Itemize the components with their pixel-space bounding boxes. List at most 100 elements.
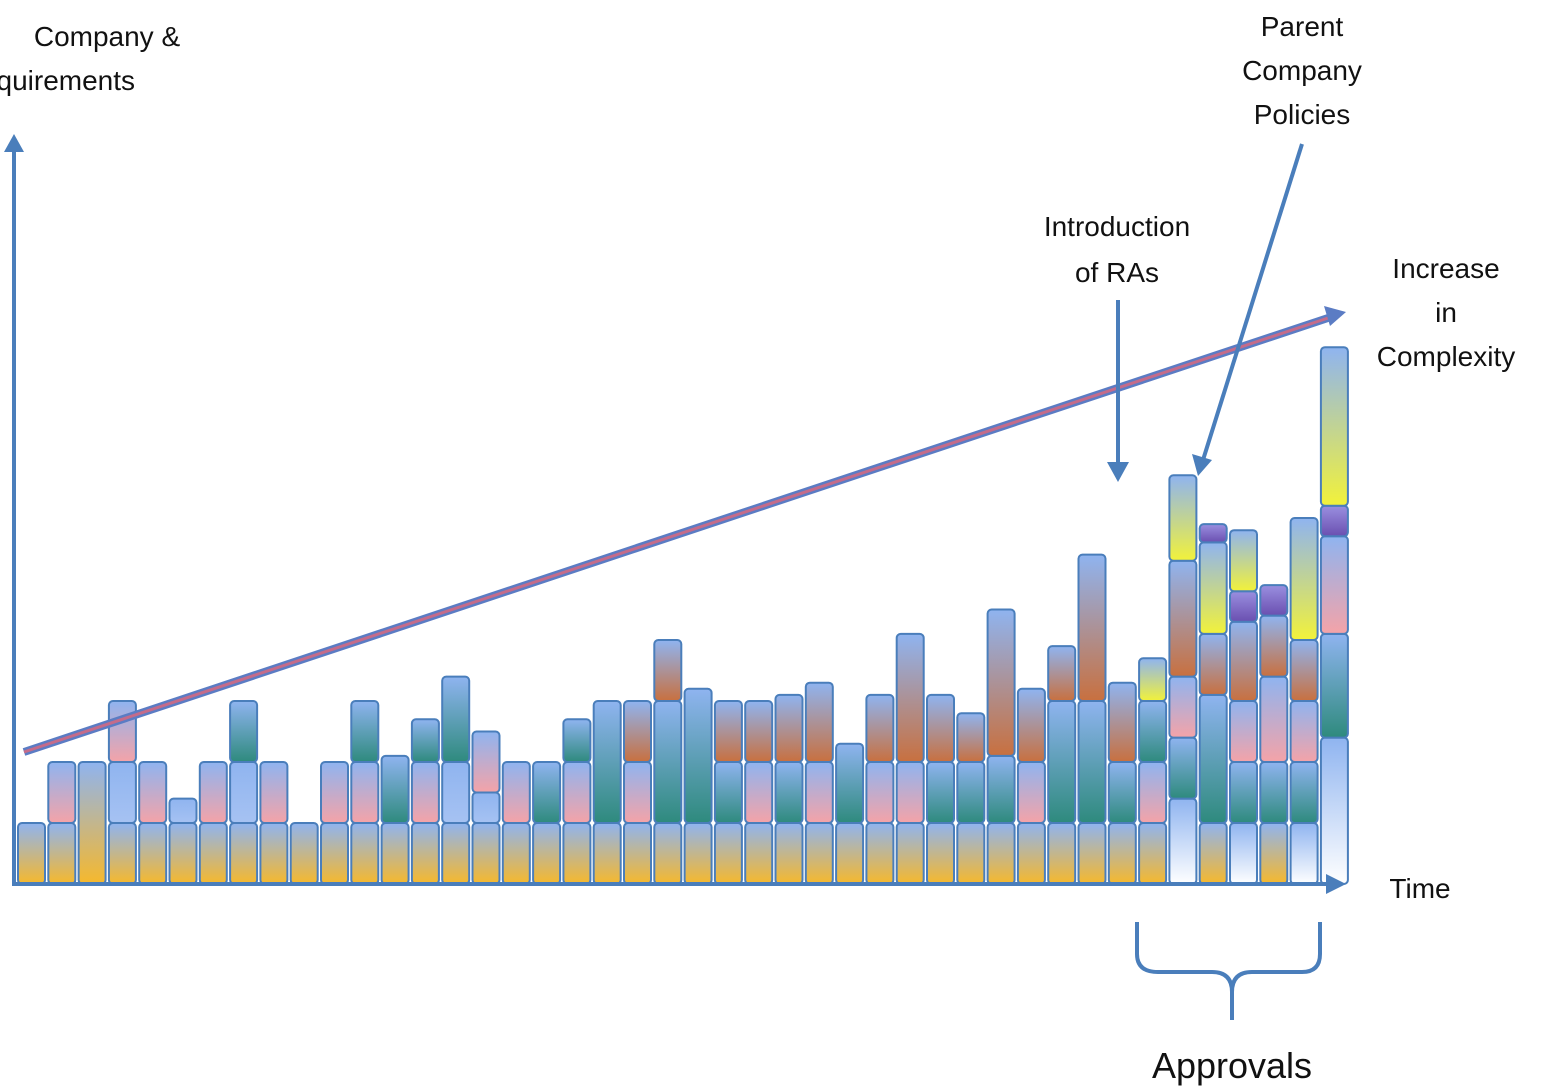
bar-segment-base	[107, 822, 137, 885]
bar-segment-pink	[501, 761, 531, 824]
bar-segment-rust	[623, 700, 652, 763]
parent-company-arrow	[1201, 143, 1304, 461]
bar-segment-teal	[1198, 693, 1228, 825]
bar-segment-base	[320, 822, 349, 885]
bar-segment-base	[532, 822, 562, 885]
bar-column	[1168, 474, 1198, 885]
bar-column	[653, 639, 683, 885]
bar-column	[713, 700, 743, 885]
bar-segment-base	[441, 822, 471, 885]
bar-segment-pink	[1259, 675, 1289, 763]
bar-segment-base	[471, 822, 501, 885]
complexity-label-line2: in	[1435, 297, 1457, 328]
bar-segment-teal	[380, 754, 410, 825]
bar-column	[1077, 553, 1107, 885]
bar-column	[1259, 584, 1289, 885]
bar-segment-pink	[562, 761, 592, 824]
bar-segment-pink	[107, 700, 137, 763]
bar-column	[471, 730, 501, 885]
bar-segment-base	[1107, 822, 1137, 885]
introduction-label-line2: of RAs	[1075, 257, 1159, 288]
y-axis-label-line1: Company &	[34, 21, 181, 52]
bar-column	[926, 693, 955, 885]
bar-column	[804, 681, 834, 885]
bar-column	[623, 700, 652, 885]
bar-segment-teal	[410, 718, 440, 763]
bar-segment-pink	[320, 761, 349, 824]
bar-segment-teal	[1319, 632, 1349, 739]
bar-segment-rust	[956, 712, 986, 764]
bar-segment-rust	[865, 693, 895, 764]
bar-segment-rust	[1229, 620, 1258, 703]
bar-segment-base	[956, 822, 986, 885]
bar-segment-purple	[1259, 584, 1289, 617]
bar-segment-yellow	[1229, 529, 1258, 593]
bar-segment-teal	[956, 761, 986, 824]
bar-segment-base	[865, 822, 895, 885]
x-axis-arrowhead	[1326, 874, 1346, 894]
bar-segment-base	[229, 822, 259, 885]
approvals-label: Approvals	[1152, 1045, 1312, 1086]
complexity-label-line3: Complexity	[1377, 341, 1515, 372]
approvals-brace	[1135, 922, 1322, 1020]
bar-segment-teal	[1047, 700, 1077, 824]
bar-segment-yellow	[1138, 657, 1168, 702]
bar-column	[835, 742, 865, 885]
bar-segment-teal	[532, 761, 562, 824]
bar-segment-teal	[229, 700, 259, 763]
bar-segment-purple	[1198, 523, 1228, 544]
bar-segment-rust	[895, 632, 925, 764]
bar-column	[1289, 517, 1319, 885]
bar-segment-rust	[774, 693, 804, 764]
bar-segment-base	[168, 822, 198, 885]
bar-segment-light	[1168, 797, 1198, 885]
bar-segment-base	[986, 822, 1016, 885]
y-axis-arrowhead	[4, 134, 24, 152]
bar-segment-teal	[835, 742, 865, 825]
complexity-label-line1: Increase	[1392, 253, 1499, 284]
bar-segment-base	[289, 822, 319, 885]
bar-segment-base	[592, 822, 622, 885]
bar-segment-base	[1138, 822, 1168, 885]
bar-segment-rust	[1047, 645, 1077, 702]
bar-segment-yellow	[1289, 517, 1319, 641]
bar-segment-teal	[653, 700, 683, 824]
bar-segment-teal	[1138, 700, 1168, 763]
bar-segment-teal	[1077, 700, 1107, 824]
bar-segment-pink	[259, 761, 289, 824]
bar-column	[562, 718, 592, 885]
bar-segment-teal	[1168, 736, 1198, 800]
bar-column	[1319, 346, 1349, 885]
bar-segment-base	[835, 822, 865, 885]
parent-company-label-line3: Policies	[1254, 99, 1350, 130]
y-axis-label-line2: equirements	[0, 65, 135, 96]
bar-column	[895, 632, 925, 885]
bar-segment-base	[1259, 822, 1289, 885]
bar-segment-base	[653, 822, 683, 885]
introduction-arrowhead	[1107, 462, 1129, 482]
bar-column	[77, 761, 107, 885]
bar-segment-teal	[592, 700, 622, 824]
bar-column	[259, 761, 289, 885]
bar-segment-base	[804, 822, 834, 885]
bar-segment-base	[1198, 822, 1228, 885]
bar-segment-teal	[713, 761, 743, 824]
bar-segment-yellow	[1168, 474, 1198, 562]
bar-segment-pink	[623, 761, 652, 824]
bar-segment-base	[410, 822, 440, 885]
bar-segment-base	[623, 822, 652, 885]
bar-segment-rust	[713, 700, 743, 763]
bar-segment-base	[774, 822, 804, 885]
bar-column	[1107, 681, 1137, 885]
bar-column	[683, 687, 713, 885]
bar-column	[1229, 529, 1258, 885]
bar-segment-base	[562, 822, 592, 885]
bar-segment-teal	[562, 718, 592, 763]
bar-column	[138, 761, 168, 885]
bar-segment-pink	[138, 761, 168, 824]
trend-line-inner	[23, 314, 1335, 754]
parent-company-label-line1: Parent	[1261, 11, 1344, 42]
bar-column	[320, 761, 349, 885]
bar-segment-teal	[1229, 761, 1258, 824]
